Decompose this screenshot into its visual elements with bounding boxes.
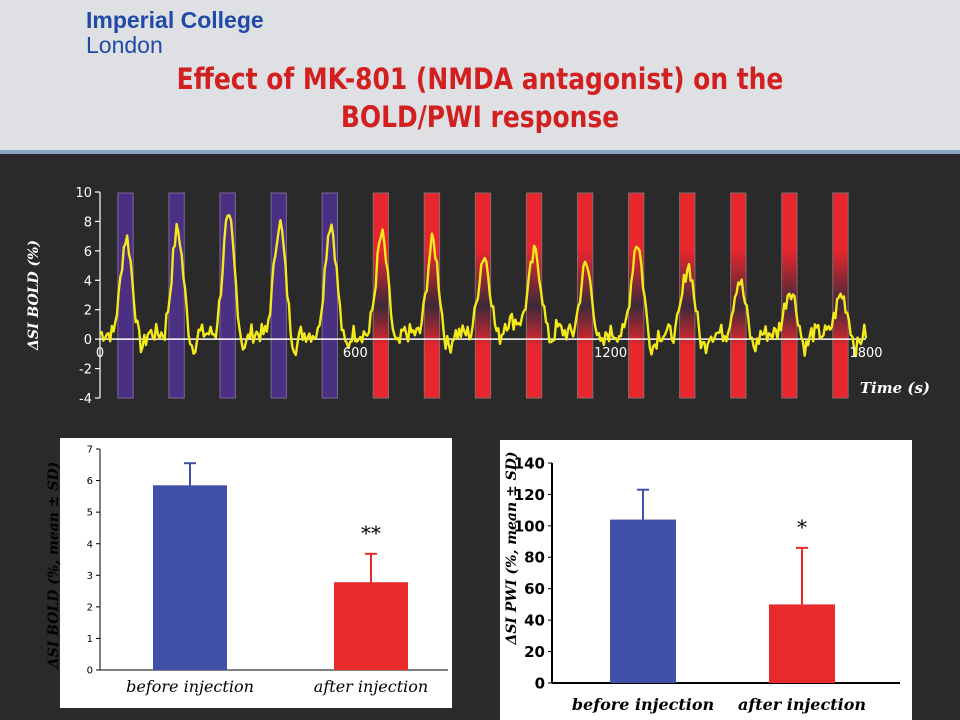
ts-y-ticks: -4 -2 0 2 4 6 8 10	[75, 186, 100, 407]
pre-injection-block-2	[219, 192, 236, 399]
post-injection-block-7	[730, 192, 747, 399]
bold-bar-marks: 0 1 2 3 4 5 6 7 before injection after injection *…	[87, 445, 448, 696]
pwi-bar-chart-bg	[500, 440, 912, 720]
slide-title: Effect of MK-801 (NMDA antagonist) on th…	[176, 62, 784, 134]
bar-category-label: after injection	[314, 677, 428, 696]
pwi-bar-chart: 0 20 40 60 80 100 120 140 before injection after …	[500, 440, 912, 720]
bar-y-tick-label: 20	[524, 643, 545, 661]
ts-y-tick-label: -4	[79, 392, 92, 407]
bar-y-tick-label: 0	[87, 666, 93, 677]
bar-y-tick-label: 120	[514, 486, 545, 504]
bar-y-tick-label: 0	[535, 674, 545, 692]
bar-before	[610, 519, 676, 683]
bold-trace-series	[99, 214, 868, 358]
significance-annotation: **	[361, 521, 381, 545]
bold-bar-chart: 0 1 2 3 4 5 6 7 before injection after injection *…	[46, 438, 452, 708]
bar-before	[153, 485, 227, 670]
post-injection-block-1	[423, 192, 441, 399]
ts-y-tick-label: 6	[84, 245, 92, 260]
bar-category-label: before injection	[572, 695, 714, 714]
stimulus-blocks	[117, 192, 849, 399]
ts-x-tick-label: 1200	[594, 346, 627, 361]
slide-header	[0, 0, 960, 150]
bar-y-tick-label: 5	[87, 508, 93, 519]
bold-timeseries-chart: -4 -2 0 2 4 6 8 10 0 600 1200 1800 ΔSI BOLD (%) Ti…	[26, 186, 930, 407]
ts-y-axis-label: ΔSI BOLD (%)	[26, 240, 42, 351]
pwi-bar-y-axis-label: ΔSI PWI (%, mean ± SD)	[504, 451, 520, 645]
ts-x-tick-label: 0	[96, 346, 104, 361]
bar-y-tick-label: 60	[524, 580, 545, 598]
bar-y-tick-label: 3	[87, 571, 93, 582]
pre-injection-block-0	[117, 192, 134, 399]
bar-y-tick-label: 4	[87, 539, 93, 550]
institution-logo: Imperial College London	[86, 8, 264, 58]
bar-y-tick-label: 7	[87, 445, 93, 456]
bar-y-tick-label: 80	[524, 549, 545, 567]
logo-line-1: Imperial College	[86, 7, 264, 33]
significance-annotation: *	[797, 515, 807, 539]
ts-y-tick-label: 10	[75, 186, 92, 201]
bar-y-tick-label: 40	[524, 612, 545, 630]
bar-category-label: after injection	[738, 695, 866, 714]
ts-x-tick-label: 600	[343, 346, 368, 361]
ts-y-tick-label: 4	[84, 274, 92, 289]
ts-y-tick-label: 8	[84, 215, 92, 230]
bar-y-tick-label: 6	[87, 476, 93, 487]
bar-y-tick-label: 1	[87, 634, 93, 645]
bold-bar-y-axis-label: ΔSI BOLD (%, mean ± SD)	[46, 462, 62, 670]
ts-x-ticks: 0 600 1200 1800	[96, 346, 883, 361]
bar-category-label: before injection	[126, 677, 254, 696]
ts-y-tick-label: 2	[84, 304, 92, 319]
header-divider	[0, 150, 960, 154]
post-injection-block-3	[525, 192, 543, 399]
ts-x-tick-label: 1800	[849, 346, 882, 361]
logo-line-2: London	[86, 32, 163, 58]
bar-after	[769, 604, 835, 683]
bar-y-tick-label: 140	[514, 454, 545, 472]
ts-y-tick-label: -2	[79, 363, 92, 378]
pwi-bar-marks: 0 20 40 60 80 100 120 140 before injection after …	[514, 454, 900, 714]
bar-after	[334, 582, 408, 670]
ts-y-tick-label: 0	[84, 333, 92, 348]
bar-y-tick-label: 100	[514, 517, 545, 535]
ts-x-axis-label: Time (s)	[860, 379, 930, 397]
bar-y-tick-label: 2	[87, 602, 93, 613]
